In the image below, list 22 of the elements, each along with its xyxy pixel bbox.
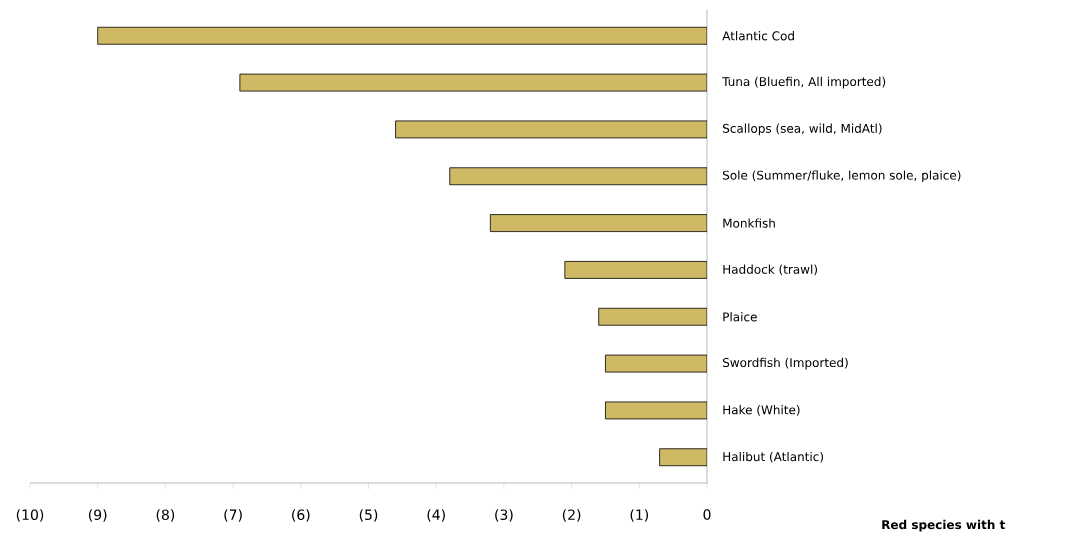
x-tick-label: (7) (224, 509, 242, 522)
y-tick-label: Plaice (723, 312, 757, 322)
x-tick-label: 0 (703, 509, 711, 520)
y-tick-label: Haddock (trawl) (723, 264, 817, 276)
x-tick-label: (10) (16, 509, 44, 522)
x-tick-label: (1) (630, 509, 649, 522)
x-tick-label: (6) (292, 509, 310, 522)
x-tick-label: (3) (495, 509, 513, 522)
x-tick-label: (8) (156, 509, 175, 522)
y-tick-label: Atlantic Cod (722, 31, 794, 41)
x-tick-label: (2) (562, 509, 581, 522)
y-tick-label: Monkfish (723, 218, 775, 228)
x-tick-label: (4) (427, 509, 445, 522)
x-tick-label: (5) (359, 509, 378, 522)
y-tick-label: Scallops (sea, wild, MidAtl) (723, 123, 882, 136)
x-tick-label: (9) (88, 509, 107, 522)
y-tick-label: Halibut (Atlantic) (723, 451, 823, 463)
y-tick-label: Swordfish (Imported) (723, 357, 848, 370)
y-tick-label: Hake (White) (723, 405, 800, 416)
x-axis-title: Red species with t (882, 519, 1006, 532)
y-tick-label: Tuna (Bluefin, All imported) (722, 76, 886, 89)
y-tick-label: Sole (Summer/fluke, lemon sole, plaice) (723, 170, 961, 183)
